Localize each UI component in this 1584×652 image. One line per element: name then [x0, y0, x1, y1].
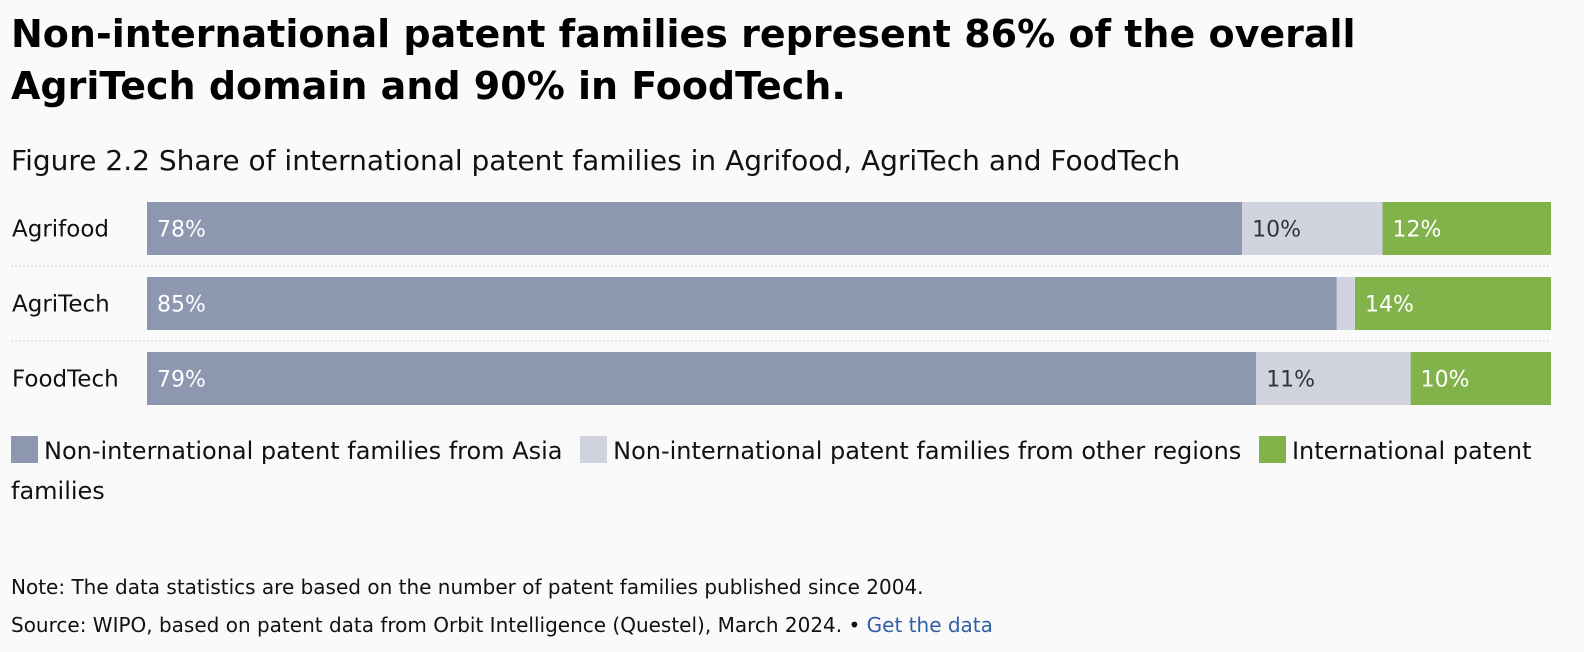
chart-source: Source: WIPO, based on patent data from …	[11, 613, 843, 637]
data-label-agrifood-1: 78%	[157, 218, 206, 243]
data-label-agritech-1: 85%	[157, 293, 206, 318]
legend-item-1: Non-international patent families from A…	[11, 436, 563, 465]
bar-segment-agrifood-3	[1382, 202, 1551, 255]
bar-segment-agritech-1	[147, 277, 1337, 330]
legend-item-2: Non-international patent families from o…	[580, 436, 1242, 465]
legend-label-2: Non-international patent families from o…	[613, 437, 1242, 465]
bar-segment-foodtech-1	[147, 352, 1257, 405]
bar-segment-agritech-2	[1336, 277, 1355, 330]
bar-segment-agritech-3	[1355, 277, 1551, 330]
chart-footer: Note: The data statistics are based on t…	[11, 568, 1571, 644]
source-separator: •	[842, 613, 867, 637]
chart-title: Figure 2.2 Share of international patent…	[11, 144, 1181, 177]
chart-source-line: Source: WIPO, based on patent data from …	[11, 606, 1571, 644]
data-label-foodtech-3: 10%	[1421, 368, 1470, 393]
data-label-agrifood-3: 12%	[1393, 218, 1442, 243]
chart-note: Note: The data statistics are based on t…	[11, 575, 924, 599]
headline: Non-international patent families repres…	[11, 12, 1356, 108]
category-label-agritech: AgriTech	[12, 292, 110, 318]
chart-legend: Non-international patent families from A…	[11, 431, 1551, 511]
category-label-agrifood: Agrifood	[12, 217, 109, 243]
legend-swatch-3	[1258, 436, 1286, 463]
legend-item-3: International patent families	[11, 436, 1532, 505]
data-label-foodtech-2: 11%	[1266, 368, 1315, 393]
legend-swatch-2	[580, 436, 608, 463]
legend-label-1: Non-international patent families from A…	[44, 437, 563, 465]
get-the-data-link[interactable]: Get the data	[866, 613, 993, 637]
data-label-agritech-3: 14%	[1365, 293, 1414, 318]
legend-label-3: International patent families	[11, 437, 1532, 505]
category-label-foodtech: FoodTech	[12, 367, 119, 393]
bar-segment-agrifood-2	[1242, 202, 1383, 255]
bar-segment-foodtech-3	[1410, 352, 1551, 405]
legend-swatch-1	[11, 436, 38, 463]
data-label-agrifood-2: 10%	[1252, 218, 1301, 243]
data-label-foodtech-1: 79%	[157, 368, 206, 393]
bar-segment-agrifood-1	[147, 202, 1243, 255]
bar-segment-foodtech-2	[1256, 352, 1411, 405]
stacked-bar-chart: Agrifood 78% 10% 12% AgriTech 85% 14% FoodTech 7…	[11, 202, 1551, 405]
